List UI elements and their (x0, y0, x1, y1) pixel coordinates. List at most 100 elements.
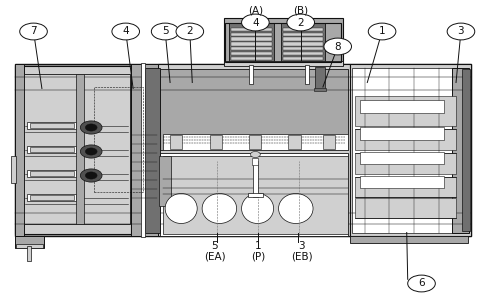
Bar (224, 61, 343, 66)
Bar (281, 22, 325, 62)
Bar (76, 74, 84, 224)
Circle shape (151, 23, 179, 40)
Bar (225, 22, 341, 62)
Bar (283, 47, 323, 50)
Circle shape (85, 124, 97, 131)
Bar (350, 64, 471, 236)
Bar (352, 68, 463, 232)
Bar (24, 74, 130, 224)
Circle shape (447, 23, 475, 40)
Bar (15, 64, 471, 236)
Text: 1: 1 (379, 26, 386, 37)
Bar (145, 68, 160, 232)
Circle shape (242, 14, 269, 31)
Text: (A): (A) (248, 5, 263, 16)
Text: 2: 2 (186, 26, 193, 37)
Bar (27, 169, 76, 177)
Text: 3: 3 (458, 26, 464, 37)
Bar (159, 156, 171, 206)
Bar (252, 158, 258, 165)
Text: 2: 2 (297, 17, 304, 28)
Circle shape (20, 23, 47, 40)
Circle shape (287, 14, 315, 31)
Bar (16, 244, 43, 247)
Bar (283, 28, 323, 31)
Circle shape (80, 169, 102, 182)
Bar (360, 152, 444, 164)
Text: 4: 4 (252, 17, 259, 28)
Bar (283, 57, 323, 60)
Bar (315, 67, 325, 90)
Bar (210, 135, 222, 149)
Ellipse shape (242, 194, 274, 224)
Bar (27, 194, 76, 201)
Bar (11, 156, 16, 183)
Bar (141, 63, 145, 237)
Circle shape (85, 148, 97, 155)
Bar (360, 128, 444, 140)
Text: 3: 3 (298, 241, 305, 251)
Bar (314, 88, 326, 92)
Bar (163, 134, 348, 150)
Text: (B): (B) (293, 5, 308, 16)
Bar (163, 156, 348, 234)
Circle shape (80, 145, 102, 158)
Bar (170, 135, 182, 149)
Bar (231, 52, 272, 55)
Bar (231, 33, 272, 36)
Bar (224, 18, 343, 64)
Bar (452, 68, 469, 232)
Bar (30, 171, 74, 175)
Bar (231, 38, 272, 41)
Circle shape (112, 23, 140, 40)
Ellipse shape (202, 194, 237, 224)
Bar (231, 42, 272, 46)
Circle shape (408, 275, 435, 292)
Bar (229, 22, 274, 62)
Circle shape (368, 23, 396, 40)
Text: (P): (P) (251, 251, 265, 262)
Bar (231, 47, 272, 50)
Text: 4: 4 (122, 26, 129, 37)
Polygon shape (350, 236, 468, 243)
Bar (288, 135, 301, 149)
Bar (355, 198, 456, 218)
Text: 1: 1 (254, 241, 261, 251)
Text: 6: 6 (418, 278, 425, 289)
Bar (30, 195, 74, 200)
Bar (355, 153, 456, 174)
Bar (27, 122, 76, 129)
Bar (231, 57, 272, 60)
Bar (283, 42, 323, 46)
Bar (283, 33, 323, 36)
Bar (360, 176, 444, 188)
Circle shape (85, 172, 97, 179)
Bar (160, 69, 348, 150)
Text: 7: 7 (30, 26, 37, 37)
Bar (305, 64, 309, 84)
Bar (283, 52, 323, 55)
Bar (30, 147, 74, 152)
Bar (15, 64, 24, 236)
Bar (283, 38, 323, 41)
Polygon shape (15, 236, 44, 247)
Ellipse shape (279, 194, 313, 224)
Bar (231, 28, 272, 31)
Bar (355, 96, 456, 126)
Bar (249, 64, 253, 84)
Bar (27, 146, 76, 153)
Bar (253, 160, 258, 196)
Bar (30, 123, 74, 127)
Circle shape (324, 38, 352, 55)
Text: (EB): (EB) (291, 251, 313, 262)
Ellipse shape (165, 194, 197, 224)
Bar (158, 64, 350, 236)
Text: 5: 5 (211, 241, 218, 251)
Bar (27, 246, 31, 261)
Bar (360, 100, 444, 112)
Bar (462, 69, 470, 231)
Bar (131, 64, 158, 236)
Bar (323, 135, 335, 149)
Circle shape (176, 23, 204, 40)
Bar (248, 193, 263, 196)
